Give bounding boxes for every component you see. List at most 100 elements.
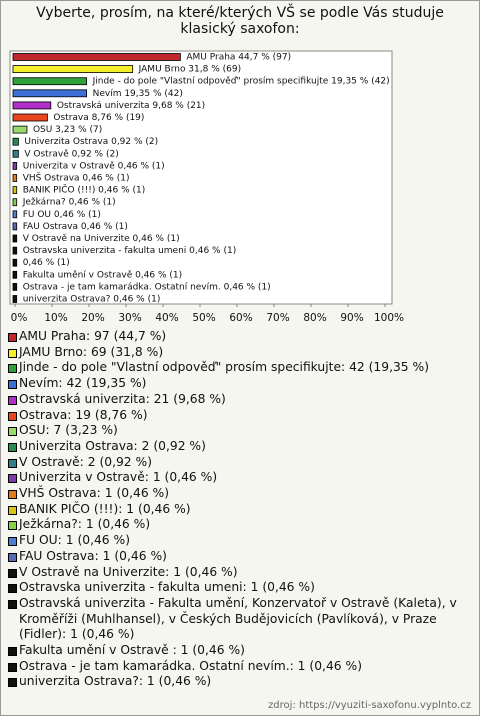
bar: [12, 295, 18, 303]
legend-swatch: [8, 411, 17, 421]
legend-item: OSU: 7 (3,23 %): [7, 423, 471, 439]
bar-label: BANIK PIČO (!!!) 0,46 % (1): [23, 184, 146, 196]
x-tick-label: 30%: [118, 312, 141, 324]
bar-label: Ostravska univerzita - fakulta umeni 0,4…: [23, 246, 237, 256]
x-tick-label: 40%: [155, 312, 178, 324]
legend-item: V Ostravě: 2 (0,92 %): [7, 455, 471, 471]
bar: [12, 65, 134, 73]
x-tick-label: 10%: [44, 312, 67, 324]
legend-label: FAU Ostrava: 1 (0,46 %): [19, 548, 167, 563]
legend-item: Ježkárna?: 1 (0,46 %): [7, 517, 471, 533]
legend-swatch: [8, 380, 17, 390]
bar-label: V Ostravě 0,92 % (2): [24, 149, 118, 159]
legend-label: Ježkárna?: 1 (0,46 %): [19, 517, 151, 532]
bar-label: Nevím 19,35 % (42): [93, 89, 183, 99]
legend-item: Nevím: 42 (19,35 %): [7, 376, 471, 392]
legend-item: JAMU Brno: 69 (31,8 %): [7, 345, 471, 361]
legend-swatch: [8, 568, 17, 578]
x-tick-label: 100%: [374, 312, 404, 324]
legend-label: Univerzita v Ostravě: 1 (0,46 %): [19, 470, 218, 485]
x-tick-label: 0%: [11, 312, 28, 324]
legend-swatch: [8, 521, 17, 531]
bar: [12, 222, 18, 231]
legend-label: Fakulta umění v Ostravě : 1 (0,46 %): [19, 643, 245, 658]
legend-swatch: [8, 395, 17, 405]
legend-item: V Ostravě na Univerzite: 1 (0,46 %): [7, 565, 471, 581]
legend-item: Ostrava - je tam kamarádka. Ostatní neví…: [7, 659, 471, 675]
legend-item: Univerzita Ostrava: 2 (0,92 %): [7, 439, 471, 455]
x-tick-label: 90%: [340, 312, 363, 324]
bar-label: OSU 3,23 % (7): [33, 125, 102, 135]
legend-swatch: [8, 348, 17, 358]
bar: [12, 113, 48, 122]
legend-item: VHŠ Ostrava: 1 (0,46 %): [7, 486, 471, 502]
bar-label: Univerzita Ostrava 0,92 % (2): [24, 137, 158, 147]
legend-swatch: [8, 442, 17, 452]
legend-item: BANIK PIČO (!!!): 1 (0,46 %): [7, 502, 471, 518]
legend-label: FU OU: 1 (0,46 %): [19, 533, 131, 548]
legend-swatch: [8, 584, 17, 594]
bar-label: Fakulta umění v Ostravě 0,46 % (1): [23, 270, 182, 280]
legend-label: Ostravska univerzita - fakulta umeni: 1 …: [19, 580, 315, 595]
legend-swatch: [8, 505, 17, 515]
bar: [12, 174, 18, 182]
bar: [12, 125, 28, 134]
legend-item: Ostravská univerzita: 21 (9,68 %): [7, 392, 471, 408]
legend-label: BANIK PIČO (!!!): 1 (0,46 %): [19, 501, 191, 516]
legend-swatch: [8, 427, 17, 437]
legend-item: Univerzita v Ostravě: 1 (0,46 %): [7, 470, 471, 486]
legend-label: univerzita Ostrava?: 1 (0,46 %): [19, 674, 212, 689]
legend-label: VHŠ Ostrava: 1 (0,46 %): [19, 486, 170, 501]
bar-label: Ostravská univerzita 9,68 % (21): [57, 101, 205, 111]
legend-label: Ostrava - je tam kamarádka. Ostatní neví…: [19, 658, 362, 673]
bar: [12, 282, 18, 291]
legend-swatch: [8, 537, 17, 547]
bar: [12, 186, 18, 195]
legend-item: Jinde - do pole "Vlastní odpověď" prosím…: [7, 360, 471, 376]
legend-label: Nevím: 42 (19,35 %): [19, 376, 147, 391]
legend-swatch: [8, 678, 17, 688]
legend-swatch: [8, 458, 17, 468]
chart-title: Vyberte, prosím, na které/kterých VŠ se …: [36, 5, 444, 37]
bar-label: Ježkárna? 0,46 % (1): [22, 198, 116, 208]
legend-label: Ostravská univerzita - Fakulta umění, Ko…: [19, 595, 457, 642]
legend-swatch: [8, 552, 17, 562]
bar: [12, 89, 87, 98]
legend-label: Univerzita Ostrava: 2 (0,92 %): [19, 438, 206, 453]
bar: [12, 161, 18, 170]
bar-label: Jinde - do pole "Vlastní odpověď" prosím…: [92, 77, 390, 87]
bar: [12, 210, 18, 219]
legend-item: Ostravská univerzita - Fakulta umění, Ko…: [7, 596, 471, 643]
x-tick-label: 70%: [266, 312, 289, 324]
x-tick-label: 20%: [81, 312, 104, 324]
legend-swatch: [8, 364, 17, 374]
source: zdroj: https://vyuziti-saxofonu.vyplnto.…: [268, 700, 471, 711]
legend: AMU Praha: 97 (44,7 %) JAMU Brno: 69 (31,…: [7, 329, 471, 690]
bar-label: V Ostravě na Univerzite 0,46 % (1): [23, 234, 180, 244]
bar: [12, 101, 52, 110]
legend-item: Ostrava: 19 (8,76 %): [7, 408, 471, 424]
bar-label: 0,46 % (1): [23, 258, 70, 268]
legend-label: Ostravská univerzita: 21 (9,68 %): [19, 391, 226, 406]
bar: [12, 198, 18, 207]
bar: [12, 270, 18, 279]
legend-label: OSU: 7 (3,23 %): [19, 423, 118, 438]
bar-label: JAMU Brno 31,8 % (69): [138, 65, 241, 75]
legend-label: Ostrava: 19 (8,76 %): [19, 407, 148, 422]
legend-item: univerzita Ostrava?: 1 (0,46 %): [7, 674, 471, 690]
bar: [12, 149, 19, 158]
bar: [12, 77, 87, 86]
legend-item: AMU Praha: 97 (44,7 %): [7, 329, 471, 345]
legend-label: JAMU Brno: 69 (31,8 %): [19, 344, 164, 359]
bar-label: FAU Ostrava 0,46 % (1): [23, 222, 128, 232]
bar: [12, 258, 18, 267]
legend-swatch: [8, 599, 17, 609]
bar: [12, 234, 18, 243]
bar-label: Univerzita v Ostravě 0,46 % (1): [23, 161, 165, 171]
legend-swatch: [8, 647, 17, 657]
legend-item: Ostravska univerzita - fakulta umeni: 1 …: [7, 580, 471, 596]
bar-label: Ostrava - je tam kamarádka. Ostatní neví…: [23, 282, 271, 292]
bar: [12, 53, 181, 61]
legend-label: AMU Praha: 97 (44,7 %): [19, 329, 167, 343]
